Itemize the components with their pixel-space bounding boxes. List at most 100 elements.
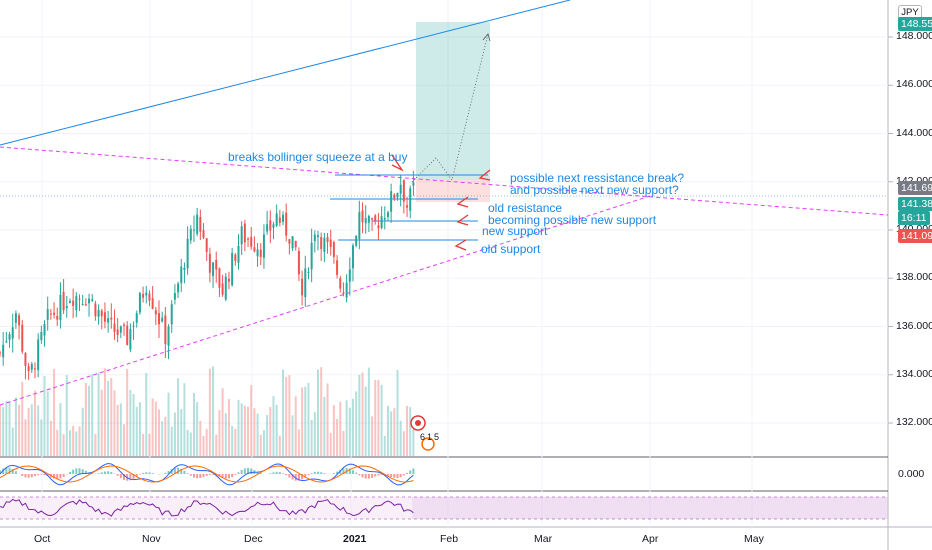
macd-histogram-bar xyxy=(288,474,291,478)
volume-bar xyxy=(91,374,94,456)
annotation-bollinger: breaks bollinger squeeze at a buy xyxy=(228,150,408,164)
x-tick-label: Mar xyxy=(534,533,553,545)
candle-body xyxy=(205,238,208,252)
macd-histogram-bar xyxy=(202,474,205,478)
volume-bar xyxy=(116,404,119,456)
candle-body xyxy=(202,230,205,238)
macd-histogram-bar xyxy=(406,472,409,474)
volume-bar xyxy=(342,431,345,456)
macd-histogram-bar xyxy=(205,474,208,476)
y-tick-label: 134.000 xyxy=(896,367,932,380)
macd-histogram-bar xyxy=(145,472,148,474)
candle-body xyxy=(297,250,300,275)
volume-bar xyxy=(132,394,135,456)
macd-histogram-bar xyxy=(53,474,56,479)
macd-histogram-bar xyxy=(364,474,367,479)
volume-bar xyxy=(18,404,21,456)
event-count-2[interactable]: 1 xyxy=(427,432,433,442)
candle-body xyxy=(18,315,21,326)
candle-body xyxy=(88,298,91,304)
volume-bar xyxy=(383,435,386,456)
volume-bar xyxy=(84,383,87,456)
support-trendline xyxy=(0,195,651,406)
candle-body xyxy=(266,224,269,232)
candle-body xyxy=(5,341,8,343)
event-count-3[interactable]: 5 xyxy=(434,432,440,442)
macd-histogram-bar xyxy=(72,469,75,474)
candle-body xyxy=(393,194,396,199)
macd-histogram-bar xyxy=(240,469,243,474)
candle-body xyxy=(288,239,291,244)
volume-bar xyxy=(269,407,272,456)
annotation-arrow xyxy=(391,154,404,172)
candle-body xyxy=(46,309,49,320)
volume-bar xyxy=(107,380,110,456)
volume-bar xyxy=(256,413,259,456)
macd-histogram-bar xyxy=(355,472,358,474)
candle-body xyxy=(336,260,339,275)
volume-bar xyxy=(196,402,199,456)
macd-histogram-bar xyxy=(313,471,316,474)
volume-bar xyxy=(275,404,278,456)
candle-body xyxy=(49,313,52,315)
candle-body xyxy=(224,276,227,300)
candle-body xyxy=(237,245,240,263)
macd-histogram-bar xyxy=(186,473,189,474)
macd-histogram-bar xyxy=(259,473,262,474)
volume-bar xyxy=(2,407,5,456)
volume-bar xyxy=(294,396,297,456)
candle-body xyxy=(170,304,173,325)
macd-histogram-bar xyxy=(307,474,310,475)
macd-histogram-bar xyxy=(243,468,246,474)
volume-bar xyxy=(33,390,36,456)
candle-body xyxy=(262,234,265,258)
volume-bar xyxy=(380,384,383,456)
candle-body xyxy=(386,212,389,217)
candle-body xyxy=(116,329,119,335)
volume-bar xyxy=(227,399,230,456)
candle-body xyxy=(158,313,160,325)
macd-histogram-bar xyxy=(323,473,326,474)
macd-histogram-bar xyxy=(269,473,272,474)
volume-bar xyxy=(37,405,40,456)
macd-histogram-bar xyxy=(371,474,374,478)
candle-body xyxy=(320,237,323,250)
candle-body xyxy=(27,366,30,372)
macd-histogram-bar xyxy=(278,472,281,474)
volume-bar xyxy=(224,413,227,456)
macd-histogram-bar xyxy=(21,474,24,476)
candle-body xyxy=(72,300,75,306)
macd-line xyxy=(0,462,414,486)
candle-body xyxy=(53,312,56,315)
macd-histogram-bar xyxy=(317,471,319,474)
candle-body xyxy=(253,247,256,252)
candle-body xyxy=(154,310,157,315)
volume-bar xyxy=(123,424,126,456)
event-count-1[interactable]: 6 xyxy=(420,432,426,442)
candle-body xyxy=(107,318,110,323)
volume-bar xyxy=(113,390,116,456)
macd-histogram-bar xyxy=(294,474,297,481)
price-label: 148.551 xyxy=(898,17,932,31)
candle-body xyxy=(218,268,221,288)
candle-body xyxy=(132,325,135,327)
volume-bar xyxy=(247,406,250,456)
volume-bar xyxy=(24,419,27,456)
annotation-arrow xyxy=(456,214,469,226)
macd-histogram-bar xyxy=(119,474,122,479)
volume-bar xyxy=(212,366,215,456)
candle-body xyxy=(151,298,154,309)
volume-bar xyxy=(0,404,1,456)
volume-bar xyxy=(364,386,367,456)
candle-body xyxy=(78,298,81,300)
candle-body xyxy=(256,249,259,257)
macd-histogram-bar xyxy=(164,472,167,474)
volume-bar xyxy=(221,388,224,456)
candle-body xyxy=(14,313,17,323)
macd-histogram-bar xyxy=(361,474,364,478)
volume-bar xyxy=(138,402,141,456)
candle-body xyxy=(355,235,358,246)
volume-bar xyxy=(317,369,319,456)
